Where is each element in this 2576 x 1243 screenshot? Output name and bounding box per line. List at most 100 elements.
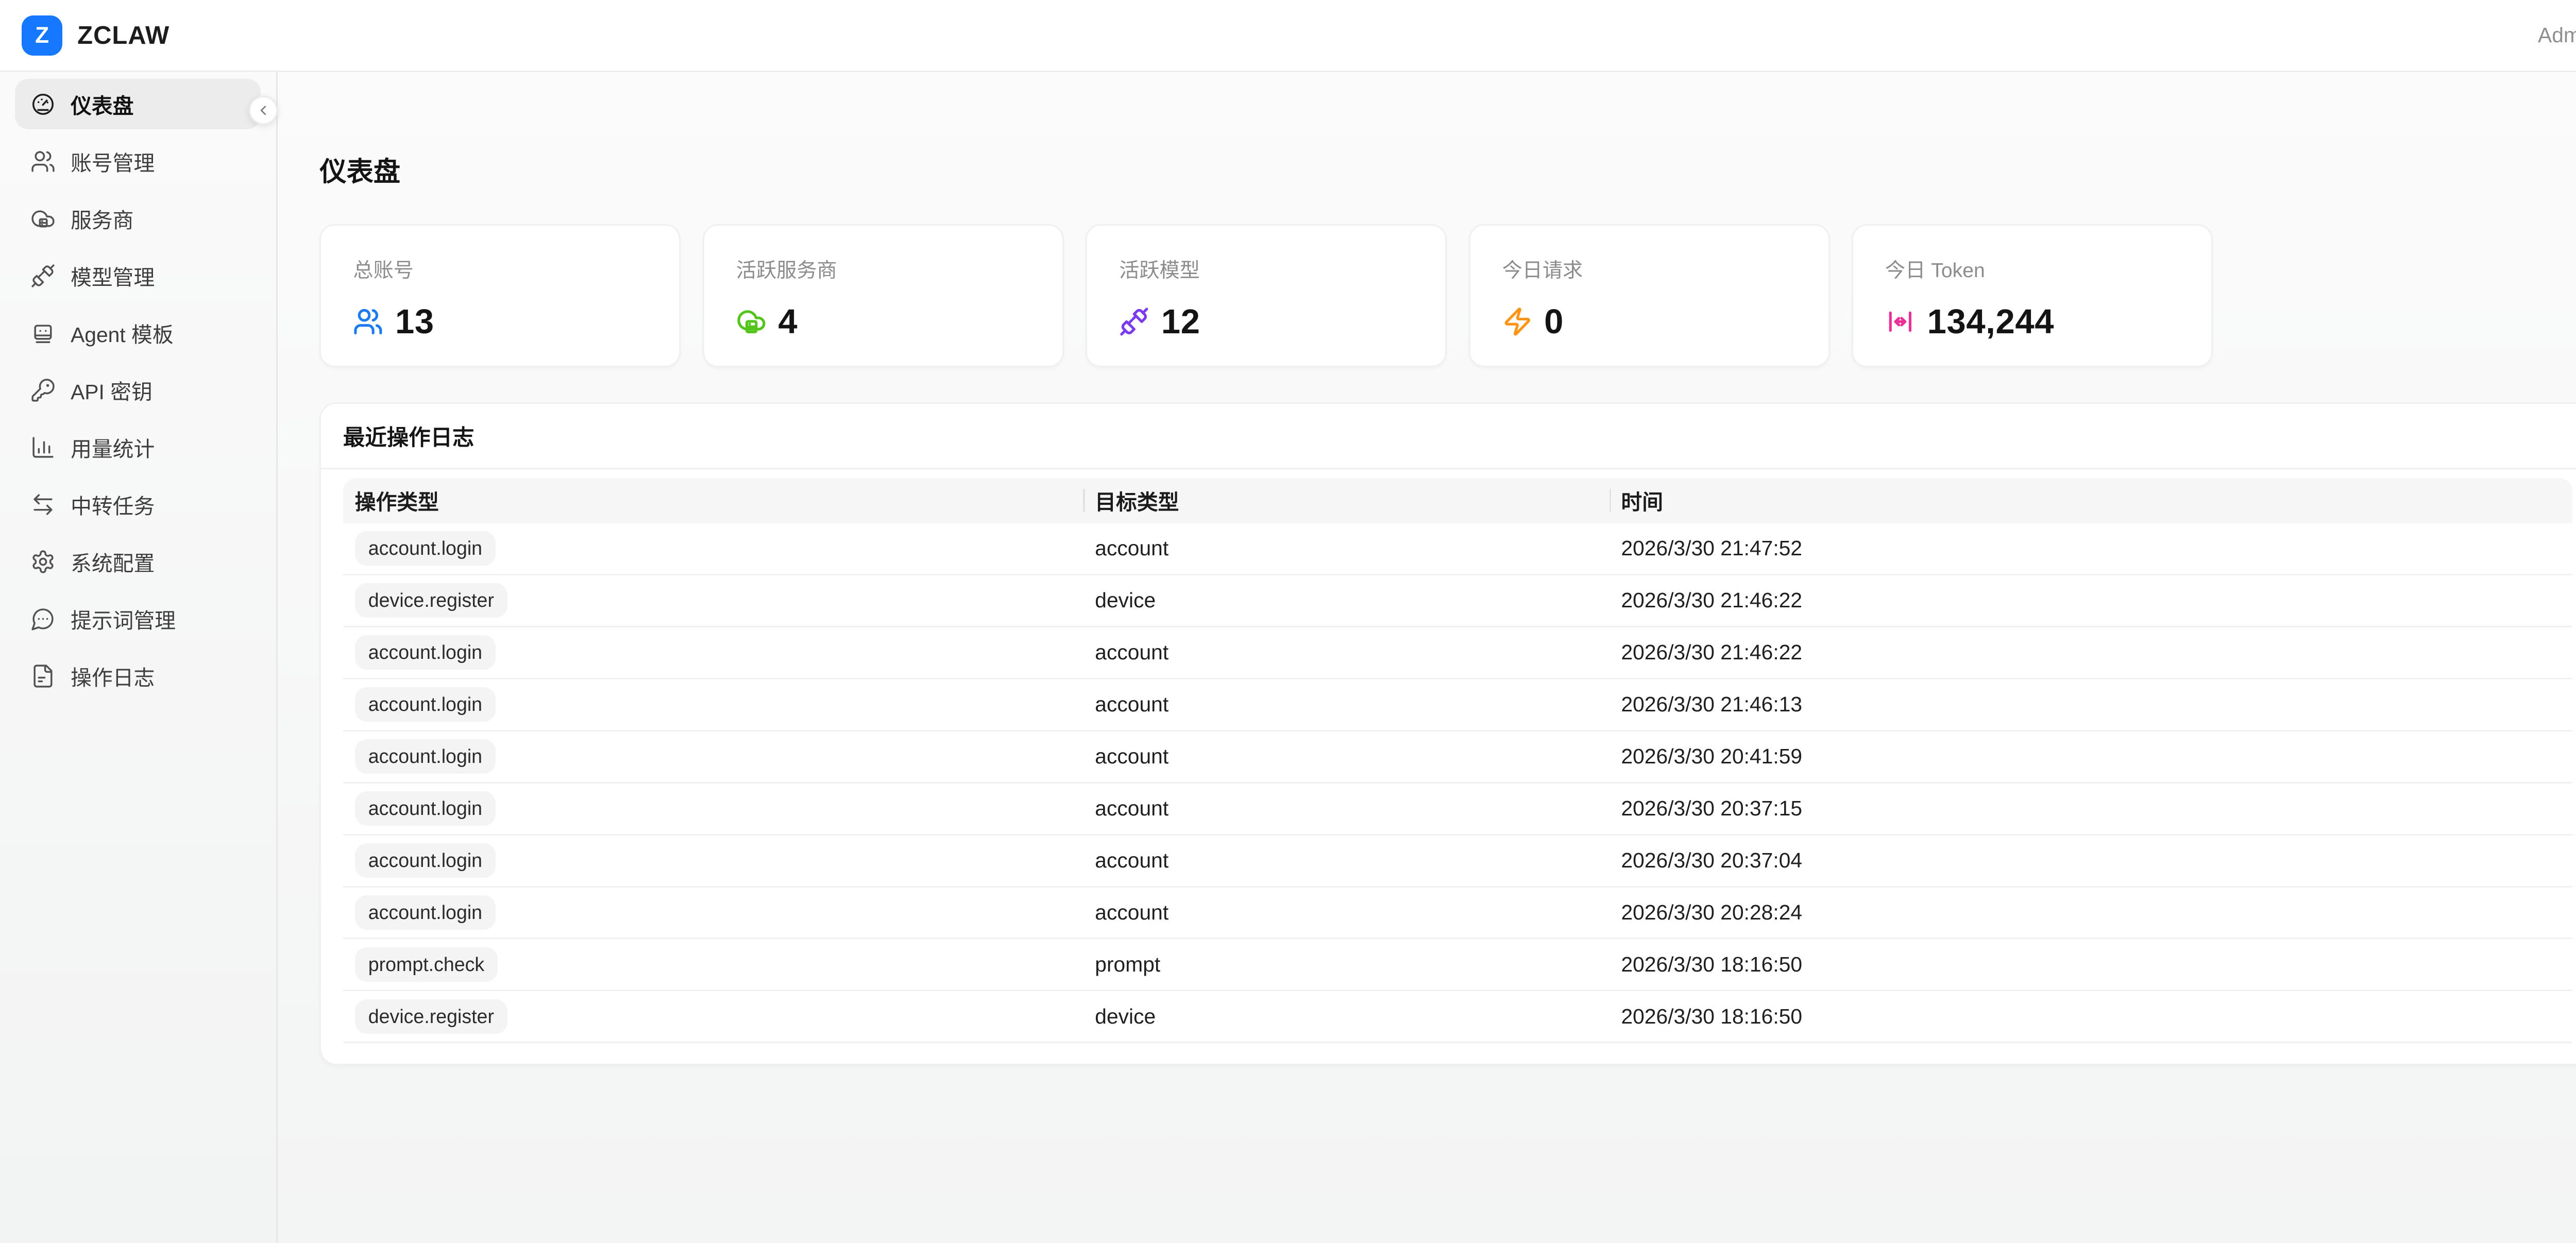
cell-target: account — [1095, 900, 1169, 924]
page-title: 仪表盘 — [319, 157, 401, 187]
stat-number: 4 — [778, 302, 798, 341]
stat-label: 今日 Token — [1885, 259, 1985, 282]
cell-time: 2026/3/30 21:46:22 — [1621, 640, 1803, 665]
sidebar-item-label: 模型管理 — [71, 265, 155, 290]
message-dots-icon — [30, 606, 56, 632]
sidebar-item-label: API 密钥 — [71, 380, 152, 404]
users-icon — [30, 149, 56, 174]
sidebar-item-agent-templates[interactable]: Agent 模板 — [15, 308, 261, 358]
bar-chart-icon — [30, 435, 56, 460]
stat-label: 今日请求 — [1502, 259, 1583, 282]
cell-action: account.login — [343, 791, 1083, 826]
table-body: account.login account 2026/3/30 21:47:52 de… — [343, 523, 2572, 1044]
stat-label: 活跃模型 — [1119, 259, 1200, 282]
sidebar-nav: 仪表盘账号管理服务商模型管理 Agent 模板 API 密钥用量统计中转任务系统配置… — [15, 79, 261, 701]
cell-time: 2026/3/30 18:16:50 — [1621, 952, 1803, 976]
table-row: account.login account 2026/3/30 21:46:22 — [343, 627, 2572, 679]
table-row: account.login account 2026/3/30 20:28:24 — [343, 888, 2572, 940]
sidebar-item-op-logs[interactable]: 操作日志 — [15, 651, 261, 701]
sidebar-item-models[interactable]: 模型管理 — [15, 250, 261, 301]
table-row: account.login account 2026/3/30 20:41:59 — [343, 731, 2572, 784]
stat-card-total-accounts: 总账号 13 — [319, 224, 681, 367]
cell-action: account.login — [343, 531, 1083, 566]
table-row: device.register device 2026/3/30 18:16:50 — [343, 991, 2572, 1044]
cell-action: account.login — [343, 739, 1083, 774]
cell-action: account.login — [343, 635, 1083, 670]
plug-icon — [30, 263, 56, 288]
main-content: 仪表盘 总账号 13 活跃服务商 4 活跃模型 12 今日请求 0 今日 Token 134,24… — [277, 72, 2576, 1243]
cell-action: account.login — [343, 895, 1083, 930]
brand-name: ZCLAW — [77, 21, 170, 49]
sidebar-item-label: 提示词管理 — [71, 608, 176, 633]
recent-logs-card: 最近操作日志 操作类型 目标类型 时间 account.login account… — [319, 402, 2576, 1065]
cell-target: account — [1095, 692, 1169, 717]
sidebar-item-usage-stats[interactable]: 用量统计 — [15, 422, 261, 472]
app-shell: 仪表盘 账号管理 服务商 模型管理 Agent 模板 API 密钥 用量统计 中转任务 系统配置… — [0, 72, 2576, 1243]
gauge-icon — [30, 92, 56, 117]
cell-time: 2026/3/30 21:46:13 — [1621, 692, 1803, 717]
sidebar-item-label: 操作日志 — [71, 666, 155, 690]
cell-time: 2026/3/30 21:47:52 — [1621, 536, 1803, 560]
sidebar-item-prompts[interactable]: 提示词管理 — [15, 593, 261, 644]
action-badge: prompt.check — [354, 947, 498, 982]
cell-time: 2026/3/30 20:41:59 — [1621, 744, 1803, 769]
cell-action: device.register — [343, 583, 1083, 618]
sidebar-item-accounts[interactable]: 账号管理 — [15, 136, 261, 186]
stat-number: 0 — [1544, 302, 1564, 341]
sidebar-item-dashboard[interactable]: 仪表盘 — [15, 79, 261, 130]
table-row: device.register device 2026/3/30 21:46:22 — [343, 575, 2572, 627]
cell-time: 2026/3/30 21:46:22 — [1621, 588, 1803, 612]
sidebar-item-system-config[interactable]: 系统配置 — [15, 536, 261, 587]
stat-value-row: 13 — [353, 302, 647, 342]
sidebar-item-providers[interactable]: 服务商 — [15, 193, 261, 244]
stat-number: 13 — [395, 302, 434, 341]
stat-card-today-tokens: 今日 Token 134,244 — [1851, 224, 2213, 367]
action-badge: device.register — [354, 999, 508, 1034]
sidebar-collapse-button[interactable] — [249, 96, 278, 125]
sidebar-item-label: Agent 模板 — [71, 322, 174, 347]
arrows-swap-icon — [30, 492, 56, 517]
stat-value-row: 134,244 — [1885, 302, 2179, 342]
table-row: account.login account 2026/3/30 21:46:13 — [343, 679, 2572, 731]
column-header-time: 时间 — [1609, 478, 2572, 523]
stat-card-active-providers: 活跃服务商 4 — [702, 224, 1064, 367]
cell-action: account.login — [343, 687, 1083, 722]
sidebar-item-relay-tasks[interactable]: 中转任务 — [15, 479, 261, 530]
chevron-left-icon — [255, 102, 272, 119]
action-badge: account.login — [354, 895, 496, 930]
brand: Z ZCLAW — [22, 15, 170, 56]
logs-card-title: 最近操作日志 — [321, 404, 2576, 470]
table-header-row: 操作类型 目标类型 时间 — [343, 478, 2572, 523]
table-row: account.login account 2026/3/30 20:37:15 — [343, 784, 2572, 836]
plug-icon — [1119, 307, 1149, 337]
cell-target: prompt — [1095, 952, 1161, 976]
cell-target: device — [1095, 1004, 1156, 1028]
table-row: account.login account 2026/3/30 20:37:04 — [343, 836, 2572, 888]
file-log-icon — [30, 663, 56, 689]
cloud-icon — [30, 206, 56, 231]
stat-card-active-models: 活跃模型 12 — [1086, 224, 1447, 367]
cloud-server-icon — [736, 307, 767, 337]
cell-time: 2026/3/30 20:37:15 — [1621, 796, 1803, 821]
token-width-icon — [1885, 307, 1916, 337]
stat-label: 活跃服务商 — [736, 259, 837, 282]
cell-time: 2026/3/30 20:28:24 — [1621, 900, 1803, 924]
sidebar-item-label: 服务商 — [71, 208, 134, 232]
stat-value-row: 0 — [1502, 302, 1797, 342]
column-header-action: 操作类型 — [354, 490, 439, 515]
cell-target: account — [1095, 796, 1169, 821]
key-icon — [30, 378, 56, 403]
action-badge: device.register — [354, 583, 508, 618]
stat-value-row: 4 — [736, 302, 1030, 342]
header-user-menu[interactable]: Admin — [2537, 23, 2576, 47]
logs-table: 操作类型 目标类型 时间 account.login account 2026/3/… — [321, 469, 2576, 1063]
cell-time: 2026/3/30 18:16:50 — [1621, 1004, 1803, 1028]
stat-number: 12 — [1161, 302, 1200, 341]
sidebar-item-api-keys[interactable]: API 密钥 — [15, 365, 261, 415]
cell-target: account — [1095, 848, 1169, 873]
sidebar-item-label: 中转任务 — [71, 494, 155, 518]
action-badge: account.login — [354, 739, 496, 774]
sidebar-item-label: 系统配置 — [71, 551, 155, 575]
cell-action: device.register — [343, 999, 1083, 1034]
